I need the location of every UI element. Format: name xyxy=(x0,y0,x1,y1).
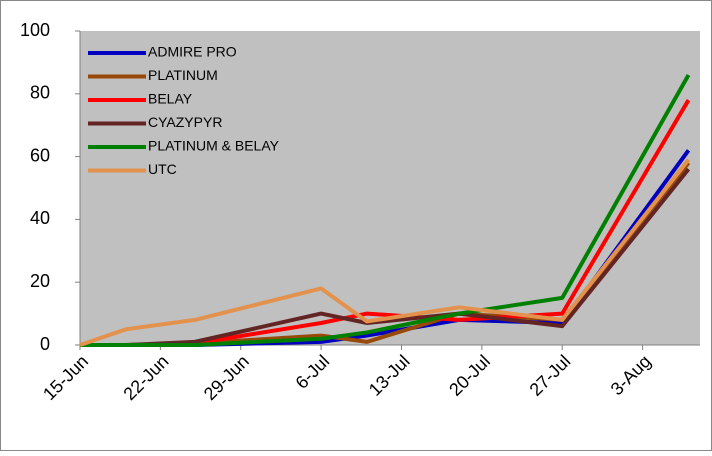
legend-label: PLATINUM xyxy=(148,67,218,83)
legend-label: CYAZYPYR xyxy=(148,114,222,130)
legend-label: BELAY xyxy=(148,91,193,107)
y-tick-label: 60 xyxy=(30,145,50,165)
series-line xyxy=(79,158,691,347)
y-tick-label: 80 xyxy=(30,83,50,103)
y-tick-label: 40 xyxy=(30,208,50,228)
y-tick-label: 100 xyxy=(20,20,50,40)
series-line xyxy=(80,73,691,347)
legend-label: PLATINUM & BELAY xyxy=(148,138,280,154)
legend-label: UTC xyxy=(148,161,177,177)
y-tick-label: 0 xyxy=(40,334,50,354)
plot-area xyxy=(80,31,700,345)
y-tick-label: 20 xyxy=(30,271,50,291)
legend-label: ADMIRE PRO xyxy=(148,44,237,60)
